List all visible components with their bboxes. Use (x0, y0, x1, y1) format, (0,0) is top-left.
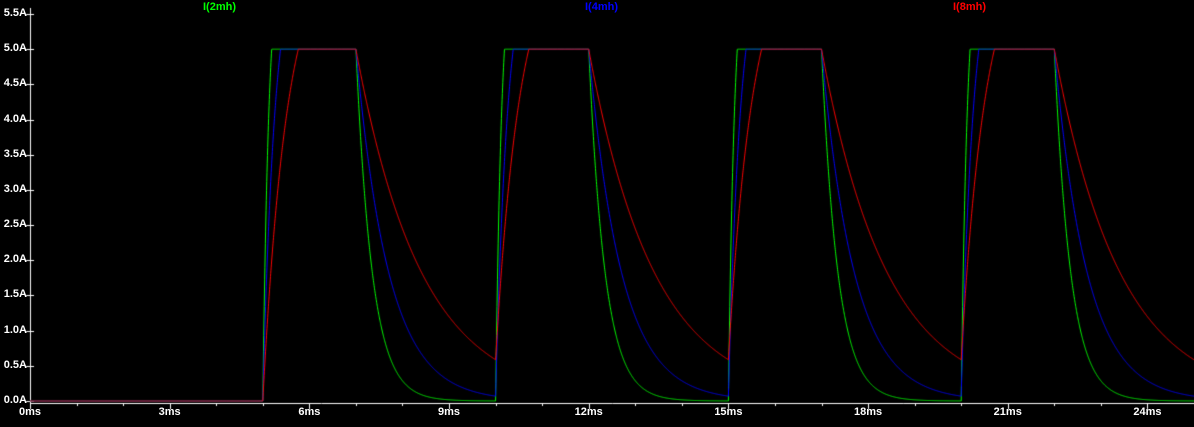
y-tick-label: 2.0A (3, 253, 27, 266)
y-tick-label: 3.0A (3, 182, 27, 195)
y-tick-label: 0.0A (3, 394, 27, 406)
y-tick-label: 4.0A (3, 112, 27, 125)
x-tick-label: 9ms (438, 406, 461, 418)
trace-label-i-2mh-[interactable]: I(2mh) (203, 1, 236, 13)
y-tick-label: 3.5A (3, 147, 27, 160)
y-tick-label: 2.5A (3, 218, 27, 231)
y-tick-label: 5.5A (3, 7, 27, 19)
x-tick-label: 0ms (18, 406, 42, 418)
y-tick-label: 0.5A (3, 358, 27, 371)
x-tick-label: 12ms (574, 406, 603, 418)
y-tick-label: 4.5A (3, 77, 27, 90)
x-tick-label: 18ms (854, 406, 883, 418)
x-tick-label: 3ms (158, 406, 181, 418)
trace-label-i-4mh-[interactable]: I(4mh) (585, 1, 618, 13)
x-tick-label: 6ms (298, 406, 321, 418)
y-tick-label: 1.5A (3, 288, 27, 301)
x-tick-label: 21ms (993, 406, 1022, 418)
x-tick-label: 24ms (1133, 406, 1162, 418)
x-tick-label: 15ms (714, 406, 743, 418)
trace-label-i-8mh-[interactable]: I(8mh) (953, 1, 986, 13)
y-tick-label: 1.0A (3, 323, 27, 336)
y-tick-label: 5.0A (3, 42, 27, 55)
